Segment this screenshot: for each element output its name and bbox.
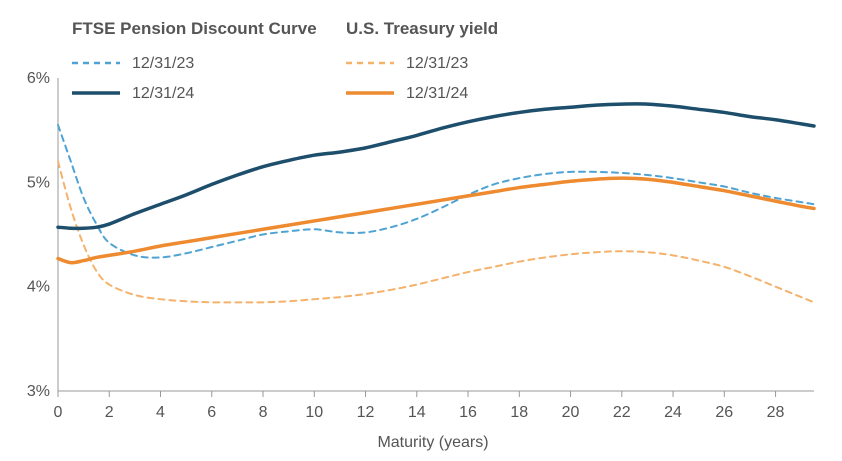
series-line-ftse-pension-discount-curve-12-31-24	[56, 102, 816, 231]
x-tick-label: 8	[259, 404, 268, 421]
x-tick-label: 22	[613, 404, 631, 421]
x-tick-label: 14	[408, 404, 426, 421]
y-tick-label: 6%	[27, 70, 50, 87]
x-axis-ticks: 0 2 4 6 8 10 12 14 16 18 20 22 24 26 28	[54, 391, 785, 421]
x-tick-label: 6	[207, 404, 216, 421]
series-line-u-s-treasury-yield-12-31-24	[56, 176, 816, 265]
legend-label-treasury-2023: 12/31/23	[406, 55, 468, 72]
series-line-ftse-pension-discount-curve-12-31-23	[57, 123, 815, 259]
y-tick-label: 4%	[27, 279, 50, 296]
x-tick-label: 20	[562, 404, 580, 421]
x-tick-label: 26	[715, 404, 733, 421]
x-tick-label: 18	[510, 404, 528, 421]
x-tick-label: 28	[767, 404, 785, 421]
x-tick-label: 10	[305, 404, 323, 421]
y-axis-ticks: 3% 4% 5% 6%	[27, 70, 50, 400]
legend-label-treasury-2024: 12/31/24	[406, 85, 468, 102]
series-layer	[56, 102, 816, 304]
x-tick-label: 16	[459, 404, 477, 421]
legend: FTSE Pension Discount Curve 12/31/23 12/…	[72, 19, 498, 102]
series-line-u-s-treasury-yield-12-31-23	[57, 160, 815, 304]
x-tick-label: 12	[357, 404, 375, 421]
x-tick-label: 0	[54, 404, 63, 421]
legend-group-title-ftse: FTSE Pension Discount Curve	[72, 19, 317, 38]
x-tick-label: 2	[105, 404, 114, 421]
x-axis-label: Maturity (years)	[377, 434, 488, 451]
y-tick-label: 5%	[27, 174, 50, 191]
y-tick-label: 3%	[27, 383, 50, 400]
x-tick-label: 24	[664, 404, 682, 421]
legend-label-ftse-2024: 12/31/24	[132, 85, 194, 102]
legend-group-title-treasury: U.S. Treasury yield	[346, 19, 498, 38]
legend-label-ftse-2023: 12/31/23	[132, 55, 194, 72]
x-tick-label: 4	[156, 404, 165, 421]
